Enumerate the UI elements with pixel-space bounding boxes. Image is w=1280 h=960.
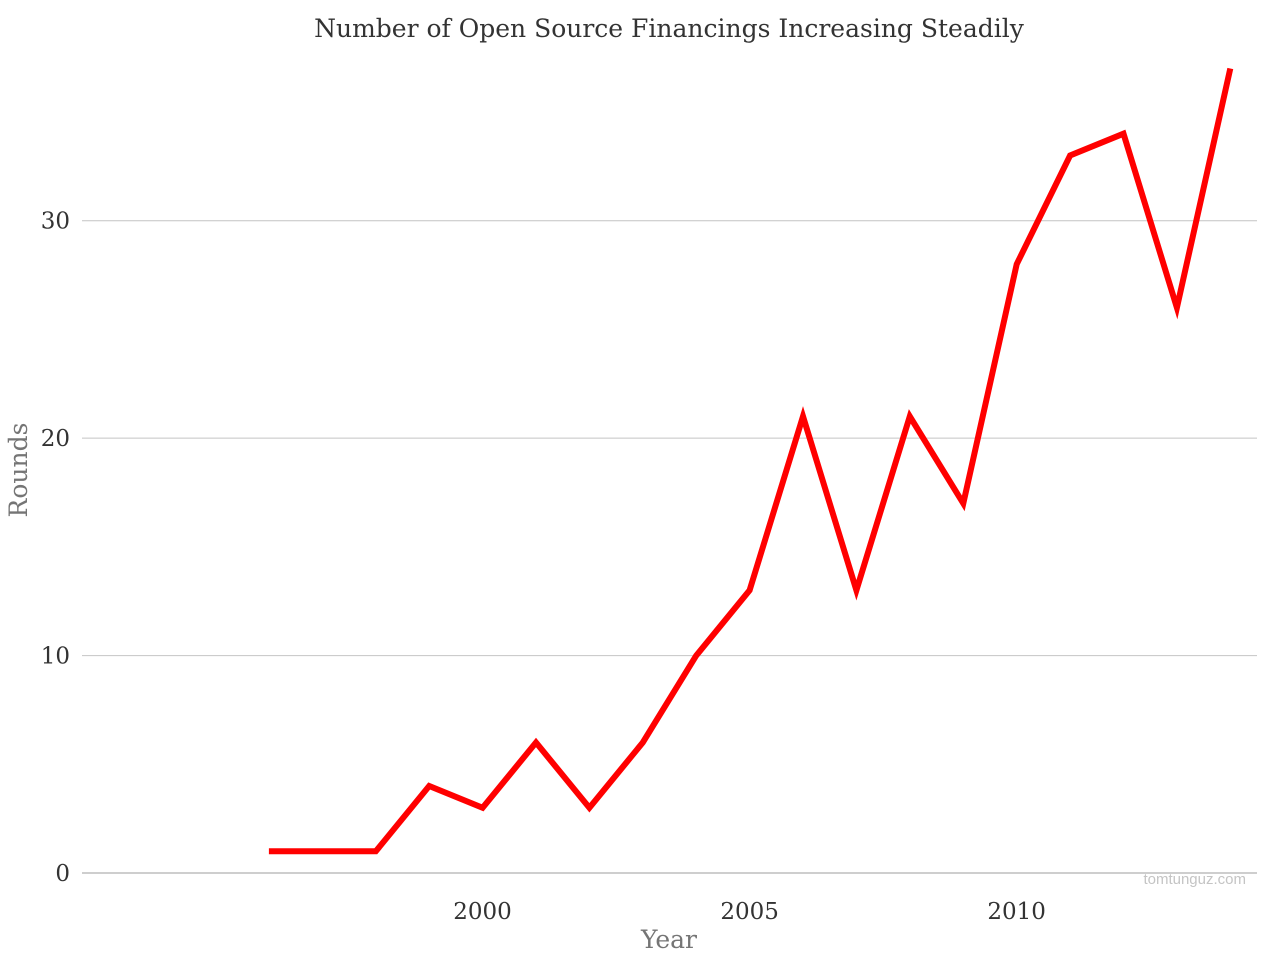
x-tick-label: 2010 xyxy=(987,899,1046,925)
watermark: tomtunguz.com xyxy=(1143,871,1246,888)
x-tick-label: 2005 xyxy=(720,899,779,925)
y-axis-ticks: 0 10 20 30 xyxy=(41,209,70,887)
series-line-0 xyxy=(268,67,1234,855)
y-tick-label: 30 xyxy=(41,209,70,235)
y-tick-label: 10 xyxy=(41,644,70,670)
x-axis-label: Year xyxy=(640,925,697,954)
y-axis-label: Rounds xyxy=(4,423,33,518)
x-axis-ticks: 2000 2005 2010 xyxy=(453,899,1046,925)
x-tick-label: 2000 xyxy=(453,899,512,925)
y-tick-label: 0 xyxy=(55,861,70,887)
chart-title: Number of Open Source Financings Increas… xyxy=(314,14,1025,43)
y-tick-label: 20 xyxy=(41,426,70,452)
series-layer xyxy=(268,67,1234,855)
gridlines xyxy=(82,220,1257,874)
